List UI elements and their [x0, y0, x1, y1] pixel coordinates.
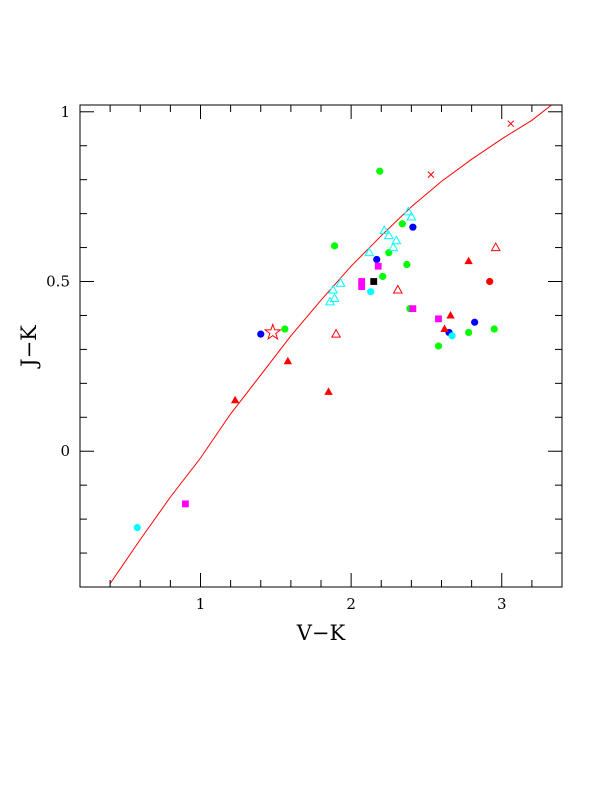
reference-curve: [109, 104, 552, 584]
data-point: [133, 523, 141, 532]
reference-curve-line: [109, 104, 552, 584]
data-point: [358, 278, 366, 285]
data-point: [409, 305, 417, 313]
data-point: [182, 500, 189, 508]
data-point: [330, 242, 339, 250]
y-tick-label: 0: [60, 442, 70, 460]
data-point: [331, 328, 342, 338]
y-axis-label: J−K: [17, 325, 41, 369]
data-point: [464, 256, 473, 265]
data-point: [230, 395, 240, 404]
data-point: [448, 332, 456, 340]
data-point: [403, 206, 414, 216]
data-point: [257, 330, 265, 338]
data-point: [283, 356, 293, 365]
plot-frame: [79, 104, 563, 588]
data-point: [281, 325, 289, 333]
axis-ticks: 1 2 3 0 0.5 1: [46, 103, 563, 613]
data-point: [324, 387, 333, 395]
data-point: [388, 242, 399, 252]
data-point: [376, 167, 384, 175]
data-point: [329, 292, 340, 302]
data-point: [263, 322, 282, 341]
data-point: [490, 242, 501, 252]
data-point: [370, 278, 378, 285]
curve-cross-marker: [507, 120, 515, 128]
data-point: [367, 288, 375, 296]
x-tick-label: 1: [196, 595, 206, 613]
y-tick-label: 0.5: [46, 273, 70, 291]
x-axis-label: V−K: [296, 621, 346, 645]
data-point: [335, 277, 346, 287]
x-tick-label: 3: [497, 595, 507, 613]
data-point: [327, 284, 339, 294]
data-point: [379, 225, 390, 235]
data-point: [471, 318, 479, 326]
data-point: [392, 284, 403, 294]
data-point: [364, 247, 375, 257]
data-point: [403, 260, 411, 269]
data-point: [373, 255, 381, 264]
data-point: [383, 230, 394, 240]
y-tick-label: 1: [60, 103, 70, 121]
x-tick-label: 2: [346, 595, 356, 613]
data-point: [391, 235, 402, 245]
data-point: [440, 324, 449, 333]
data-point: [374, 262, 382, 270]
curve-cross-marker: [427, 171, 435, 178]
data-point: [435, 315, 442, 323]
data-point: [446, 310, 455, 319]
data-point: [434, 342, 443, 350]
data-points: [133, 167, 501, 532]
data-point: [490, 325, 498, 333]
data-point: [409, 223, 417, 231]
data-point: [465, 328, 473, 337]
data-point: [486, 277, 494, 286]
data-point: [379, 272, 387, 281]
data-point: [406, 211, 417, 221]
data-point: [398, 220, 406, 228]
data-point: [358, 283, 366, 290]
